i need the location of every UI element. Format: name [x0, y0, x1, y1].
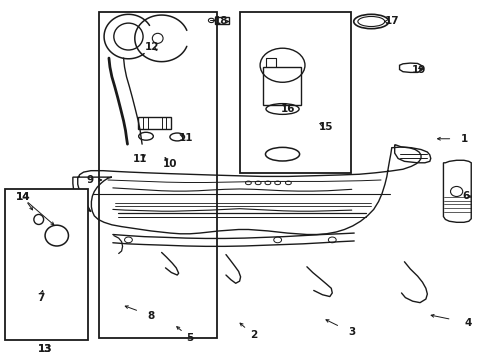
Text: 5: 5: [186, 333, 193, 343]
Text: 8: 8: [147, 311, 154, 320]
Text: 6: 6: [462, 191, 469, 201]
Text: 3: 3: [347, 327, 355, 337]
Text: 13: 13: [38, 344, 53, 354]
Text: 11: 11: [132, 154, 146, 164]
Text: 13: 13: [38, 344, 53, 354]
Text: 11: 11: [179, 133, 193, 143]
Text: 1: 1: [460, 134, 468, 144]
Text: 14: 14: [15, 192, 30, 202]
Text: 7: 7: [37, 293, 44, 303]
Text: 9: 9: [86, 175, 93, 185]
Text: 17: 17: [384, 17, 398, 27]
Text: 15: 15: [319, 122, 333, 132]
Bar: [138, 117, 171, 129]
Bar: [4, 189, 88, 339]
Text: 18: 18: [213, 17, 228, 27]
Text: 12: 12: [144, 42, 159, 51]
Bar: [239, 12, 350, 173]
Text: 10: 10: [163, 159, 177, 169]
Text: 16: 16: [281, 104, 295, 114]
Text: 2: 2: [249, 330, 256, 340]
Text: 4: 4: [463, 318, 470, 328]
Bar: [99, 12, 217, 338]
Bar: [263, 67, 301, 105]
Bar: [215, 17, 228, 24]
Text: 14: 14: [15, 192, 30, 202]
Text: 19: 19: [411, 64, 426, 75]
